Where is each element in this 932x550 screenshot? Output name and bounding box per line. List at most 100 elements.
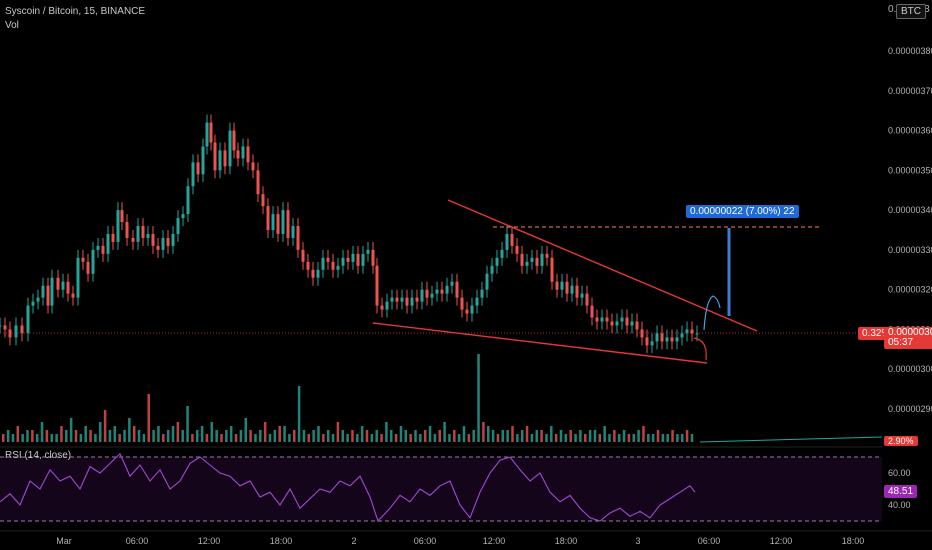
volume-bar bbox=[11, 434, 15, 442]
volume-bar bbox=[162, 434, 165, 442]
volume-bar bbox=[472, 430, 475, 442]
candle bbox=[213, 142, 217, 171]
candle bbox=[46, 285, 50, 306]
candle bbox=[56, 277, 60, 290]
candle bbox=[605, 317, 609, 322]
volume-bar bbox=[588, 430, 592, 442]
volume-bar bbox=[322, 434, 325, 442]
candle bbox=[136, 226, 140, 242]
volume-bar bbox=[540, 430, 543, 442]
candle bbox=[685, 329, 689, 334]
time-tick: 2 bbox=[351, 536, 356, 546]
candle bbox=[395, 297, 399, 302]
volume-bar bbox=[302, 430, 306, 442]
candle bbox=[385, 301, 389, 310]
candle bbox=[530, 257, 534, 262]
drop-arrow-icon bbox=[693, 337, 707, 361]
volume-badge: 2.90% bbox=[884, 436, 918, 446]
volume-bar bbox=[273, 430, 277, 442]
currency-button[interactable]: BTC bbox=[896, 4, 926, 19]
volume-bar bbox=[157, 426, 160, 442]
volume-bar bbox=[370, 434, 374, 442]
candle bbox=[465, 309, 469, 314]
volume-bar bbox=[171, 426, 175, 442]
volume-bar bbox=[254, 434, 257, 442]
candle bbox=[191, 162, 195, 187]
volume-bar bbox=[448, 434, 451, 442]
candle bbox=[680, 333, 684, 338]
candle bbox=[218, 150, 222, 171]
volume-bar bbox=[642, 426, 645, 442]
volume-bar bbox=[84, 426, 87, 442]
volume-bar bbox=[564, 434, 568, 442]
volume-bar bbox=[632, 434, 635, 442]
volume-bar bbox=[637, 430, 640, 442]
candle bbox=[630, 321, 634, 326]
candle bbox=[550, 257, 554, 282]
rsi-label: RSI (14, close) bbox=[5, 450, 72, 461]
volume-bar bbox=[74, 430, 78, 442]
candle bbox=[640, 329, 644, 338]
volume-bar bbox=[443, 422, 446, 442]
candle bbox=[106, 233, 110, 254]
price-tick: 0.00000320 bbox=[888, 285, 932, 295]
candle bbox=[209, 122, 213, 143]
candle bbox=[535, 257, 539, 266]
volume-bar bbox=[229, 426, 233, 442]
candle bbox=[525, 261, 529, 266]
price-tick: 0.00000380 bbox=[888, 46, 932, 56]
candle bbox=[271, 214, 275, 230]
volume-bar bbox=[259, 430, 262, 442]
candle bbox=[405, 297, 409, 306]
candle bbox=[695, 333, 699, 335]
volume-bar bbox=[108, 430, 112, 442]
volume-bar bbox=[433, 434, 437, 442]
candle bbox=[276, 214, 280, 234]
time-tick: Mar bbox=[56, 536, 72, 546]
candle bbox=[76, 257, 80, 298]
candle bbox=[341, 257, 345, 266]
candle bbox=[485, 273, 489, 290]
volume-bar bbox=[152, 430, 155, 442]
volume-bar bbox=[215, 430, 218, 442]
volume-bar bbox=[118, 434, 121, 442]
volume-bar bbox=[336, 422, 340, 442]
volume-bar bbox=[608, 434, 611, 442]
candle bbox=[510, 233, 514, 246]
volume-bar bbox=[191, 434, 194, 442]
candle bbox=[223, 150, 227, 167]
volume-bar bbox=[31, 430, 34, 442]
candle bbox=[390, 297, 394, 302]
candle bbox=[291, 226, 295, 238]
candle bbox=[125, 222, 129, 238]
candle bbox=[14, 325, 18, 338]
volume-bar bbox=[234, 434, 238, 442]
volume-bar bbox=[496, 434, 500, 442]
drawings bbox=[372, 199, 820, 364]
volume-bar bbox=[453, 430, 456, 442]
candle bbox=[660, 333, 664, 342]
volume-bar bbox=[55, 434, 58, 442]
candle bbox=[505, 233, 509, 250]
candle bbox=[36, 297, 40, 302]
candle bbox=[301, 249, 305, 262]
candle bbox=[490, 265, 494, 274]
candle bbox=[286, 210, 290, 238]
candle bbox=[311, 269, 315, 278]
candle bbox=[181, 214, 185, 219]
candle bbox=[590, 305, 594, 318]
time-tick: 18:00 bbox=[555, 536, 578, 546]
volume-bar bbox=[617, 434, 621, 442]
candle bbox=[236, 150, 240, 159]
volume-bar bbox=[312, 430, 315, 442]
candle bbox=[161, 237, 165, 250]
candle bbox=[251, 162, 255, 171]
volume-bar bbox=[128, 418, 131, 442]
candle bbox=[71, 293, 75, 298]
rsi-tick: 40.00 bbox=[888, 500, 911, 510]
volume-bar bbox=[598, 434, 602, 442]
candle bbox=[410, 297, 414, 306]
candle bbox=[316, 269, 320, 278]
candle bbox=[420, 289, 424, 302]
